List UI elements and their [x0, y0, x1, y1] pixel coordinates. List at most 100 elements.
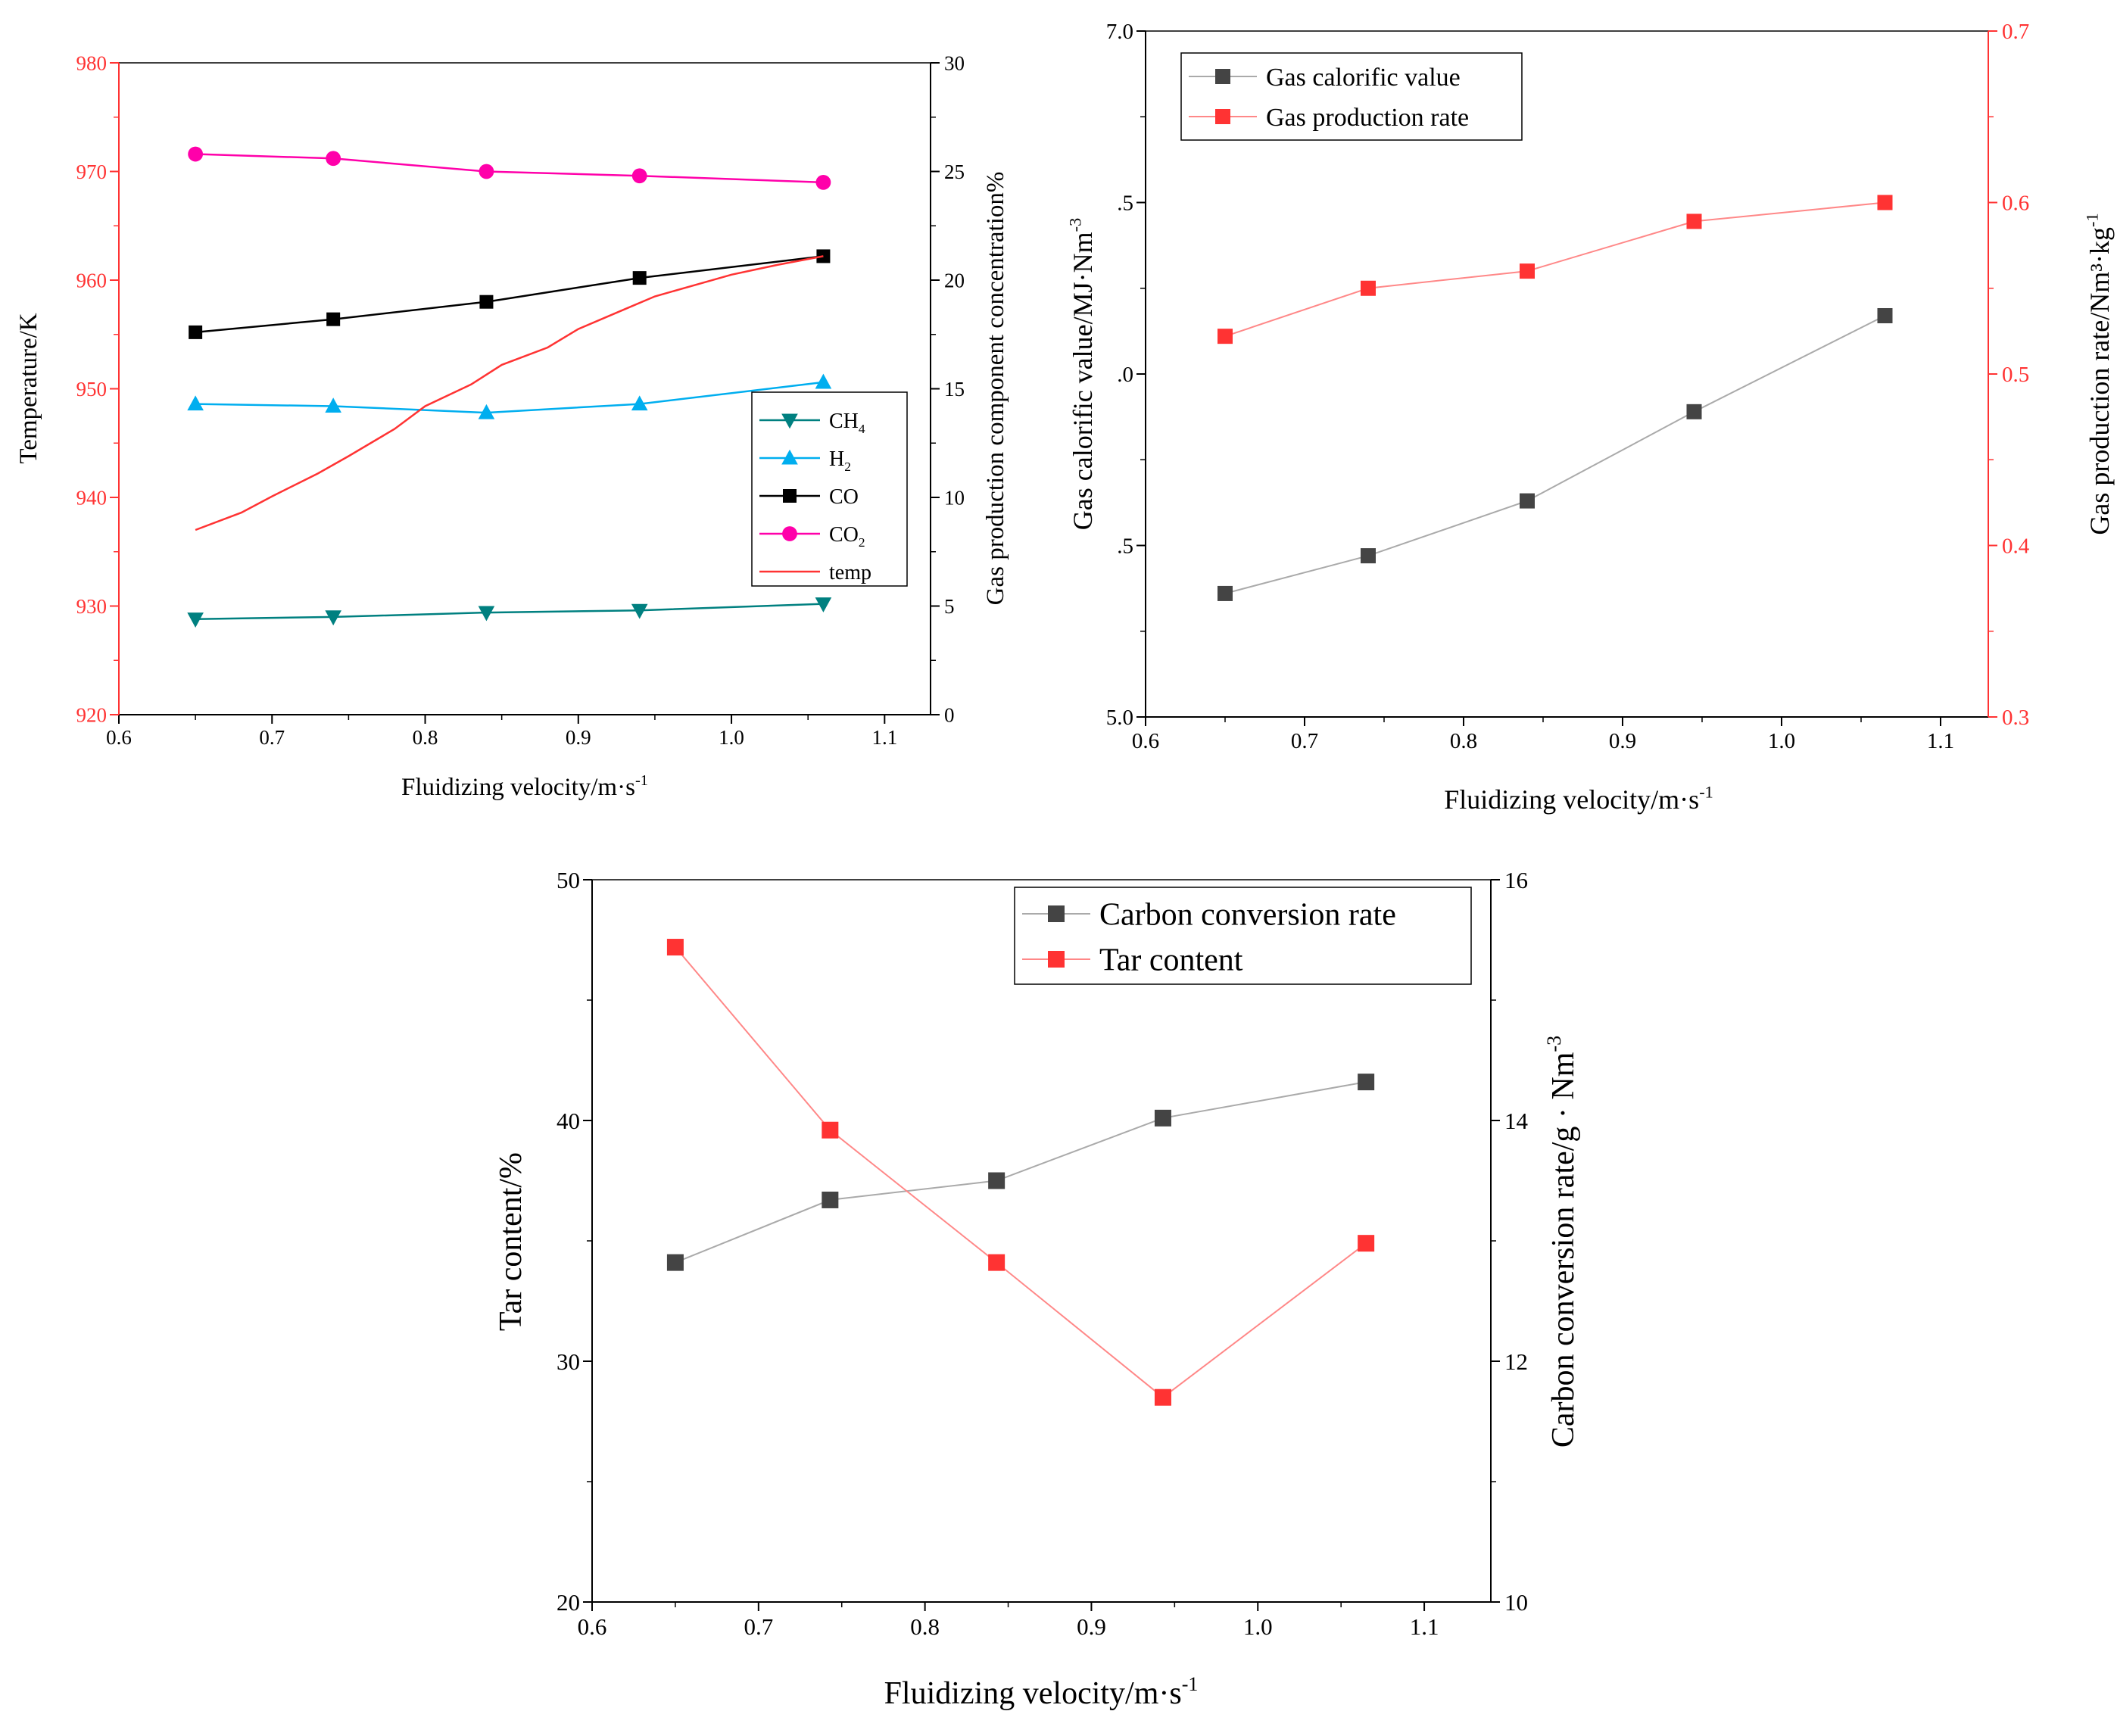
data-point-co [816, 249, 831, 263]
legend-box [1014, 887, 1472, 985]
legend-box [751, 391, 908, 587]
data-point-gas-production-rate [1520, 263, 1535, 279]
right-y-tick-label: 0.4 [2002, 535, 2030, 559]
x-axis-label: Fluidizing velocity/m·s-1 [401, 772, 648, 801]
x-tick-label: 1.0 [1243, 1613, 1273, 1640]
data-point-tar-content [666, 939, 684, 956]
x-tick-label: 0.6 [578, 1613, 607, 1640]
data-point-co [189, 325, 203, 339]
x-tick-label: 0.6 [106, 726, 132, 749]
data-point-gas-calorific-value [1218, 585, 1233, 601]
left-y-tick-label: .0 [1117, 363, 1133, 387]
right-y-tick-label: 20 [944, 269, 965, 291]
data-point-ch4 [325, 610, 341, 626]
data-point-gas-calorific-value [1686, 404, 1702, 419]
chart-gas-composition-temperature: 0.6 0.7 0.8 0.9 1.0 1.1 920 930 940 950 960 970 980 0… [15, 51, 1009, 801]
left-y-tick-label: .5 [1117, 535, 1133, 559]
data-point-gas-calorific-value [1520, 493, 1535, 509]
x-tick-label: 0.8 [910, 1613, 940, 1640]
right-y-tick-label: 0.3 [2002, 706, 2029, 730]
right-y-tick-label: 0 [944, 703, 955, 726]
legend-marker [1048, 951, 1065, 968]
legend-marker [782, 526, 797, 541]
data-point-gas-production-rate [1218, 329, 1233, 344]
x-tick-label: 1.0 [719, 726, 744, 749]
data-point-gas-production-rate [1877, 195, 1893, 210]
x-axis-label: Fluidizing velocity/m·s-1 [884, 1673, 1199, 1711]
left-y-tick-label: 980 [76, 51, 108, 74]
x-axis-label: Fluidizing velocity/m·s-1 [1444, 783, 1713, 815]
data-point-ch4 [478, 606, 495, 622]
legend-label: CO2 [829, 523, 865, 550]
right-y-tick-label: 12 [1504, 1348, 1528, 1375]
right-y-tick-label: 5 [944, 595, 955, 618]
right-y-tick-label: 16 [1504, 867, 1528, 893]
data-point-tar-content [1358, 1235, 1375, 1252]
data-point-co [632, 271, 647, 285]
data-point-co2 [326, 151, 341, 167]
chart-calorific-value-production-rate: 0.6 0.7 0.8 0.9 1.0 1.1 5.0 .5 .0 .5 7.0 0.3 0.4 0.5 0… [1066, 20, 2115, 815]
data-point-h2 [325, 397, 341, 413]
data-point-co2 [815, 174, 831, 190]
x-tick-label: 1.1 [1410, 1613, 1439, 1640]
series-line-temp [195, 255, 824, 531]
data-point-gas-production-rate [1686, 213, 1702, 229]
data-point-co [479, 295, 494, 309]
left-y-tick-label: 30 [557, 1348, 580, 1375]
x-tick-label: 0.7 [744, 1613, 773, 1640]
legend-label: Gas calorific value [1266, 64, 1461, 92]
data-point-gas-production-rate [1361, 280, 1376, 296]
left-y-tick-label: 5.0 [1106, 706, 1133, 730]
left-y-tick-label: 960 [76, 269, 108, 291]
right-y-axis-label: Carbon conversion rate/g · Nm-3 [1543, 1036, 1581, 1448]
legend-marker [783, 489, 797, 503]
data-point-gas-calorific-value [1361, 548, 1376, 564]
data-point-ch4 [815, 597, 832, 612]
x-tick-label: 0.6 [1132, 729, 1159, 753]
x-tick-label: 0.9 [566, 726, 591, 749]
right-y-axis-label: Gas production component concentration% [982, 172, 1009, 606]
legend-marker [781, 413, 798, 429]
left-y-tick-label: 970 [76, 161, 108, 183]
right-y-tick-label: 10 [944, 486, 965, 509]
right-y-tick-label: 14 [1504, 1108, 1529, 1134]
data-point-carbon-conversion-rate [1358, 1074, 1375, 1091]
data-point-h2 [815, 373, 832, 389]
data-point-gas-calorific-value [1877, 307, 1893, 323]
left-y-axis-label: Temperature/K [15, 313, 42, 463]
x-tick-label: 0.7 [259, 726, 285, 749]
x-tick-label: 0.9 [1077, 1613, 1106, 1640]
data-point-ch4 [631, 603, 648, 619]
legend-label: temp [829, 561, 871, 584]
legend-label: Tar content [1099, 943, 1243, 978]
left-y-tick-label: 20 [557, 1589, 580, 1616]
data-point-carbon-conversion-rate [666, 1254, 684, 1271]
left-y-tick-label: 7.0 [1106, 20, 1133, 44]
legend-label: H2 [829, 447, 851, 474]
left-y-tick-label: 940 [76, 486, 108, 509]
left-y-tick-label: 50 [557, 867, 580, 893]
data-point-co [326, 312, 341, 326]
right-y-tick-label: 15 [944, 378, 965, 400]
left-y-tick-label: 920 [76, 703, 108, 726]
x-tick-label: 1.1 [1927, 729, 1954, 753]
x-tick-label: 0.8 [413, 726, 438, 749]
left-y-axis-label: Tar content/% [494, 1152, 528, 1331]
left-y-axis-label: Gas calorific value/MJ·Nm-3 [1066, 218, 1098, 530]
x-tick-label: 1.0 [1768, 729, 1795, 753]
data-point-carbon-conversion-rate [1154, 1109, 1171, 1127]
data-point-h2 [631, 395, 648, 411]
data-point-h2 [478, 404, 495, 419]
x-tick-label: 0.8 [1450, 729, 1477, 753]
legend-marker [781, 449, 798, 465]
data-point-carbon-conversion-rate [822, 1191, 839, 1208]
data-point-h2 [187, 395, 204, 411]
data-point-tar-content [988, 1254, 1005, 1271]
data-point-tar-content [822, 1121, 839, 1139]
legend-label: Carbon conversion rate [1099, 898, 1396, 933]
x-tick-label: 0.7 [1291, 729, 1318, 753]
right-y-tick-label: 25 [944, 161, 965, 183]
data-point-co2 [188, 146, 204, 162]
data-point-carbon-conversion-rate [988, 1172, 1005, 1189]
